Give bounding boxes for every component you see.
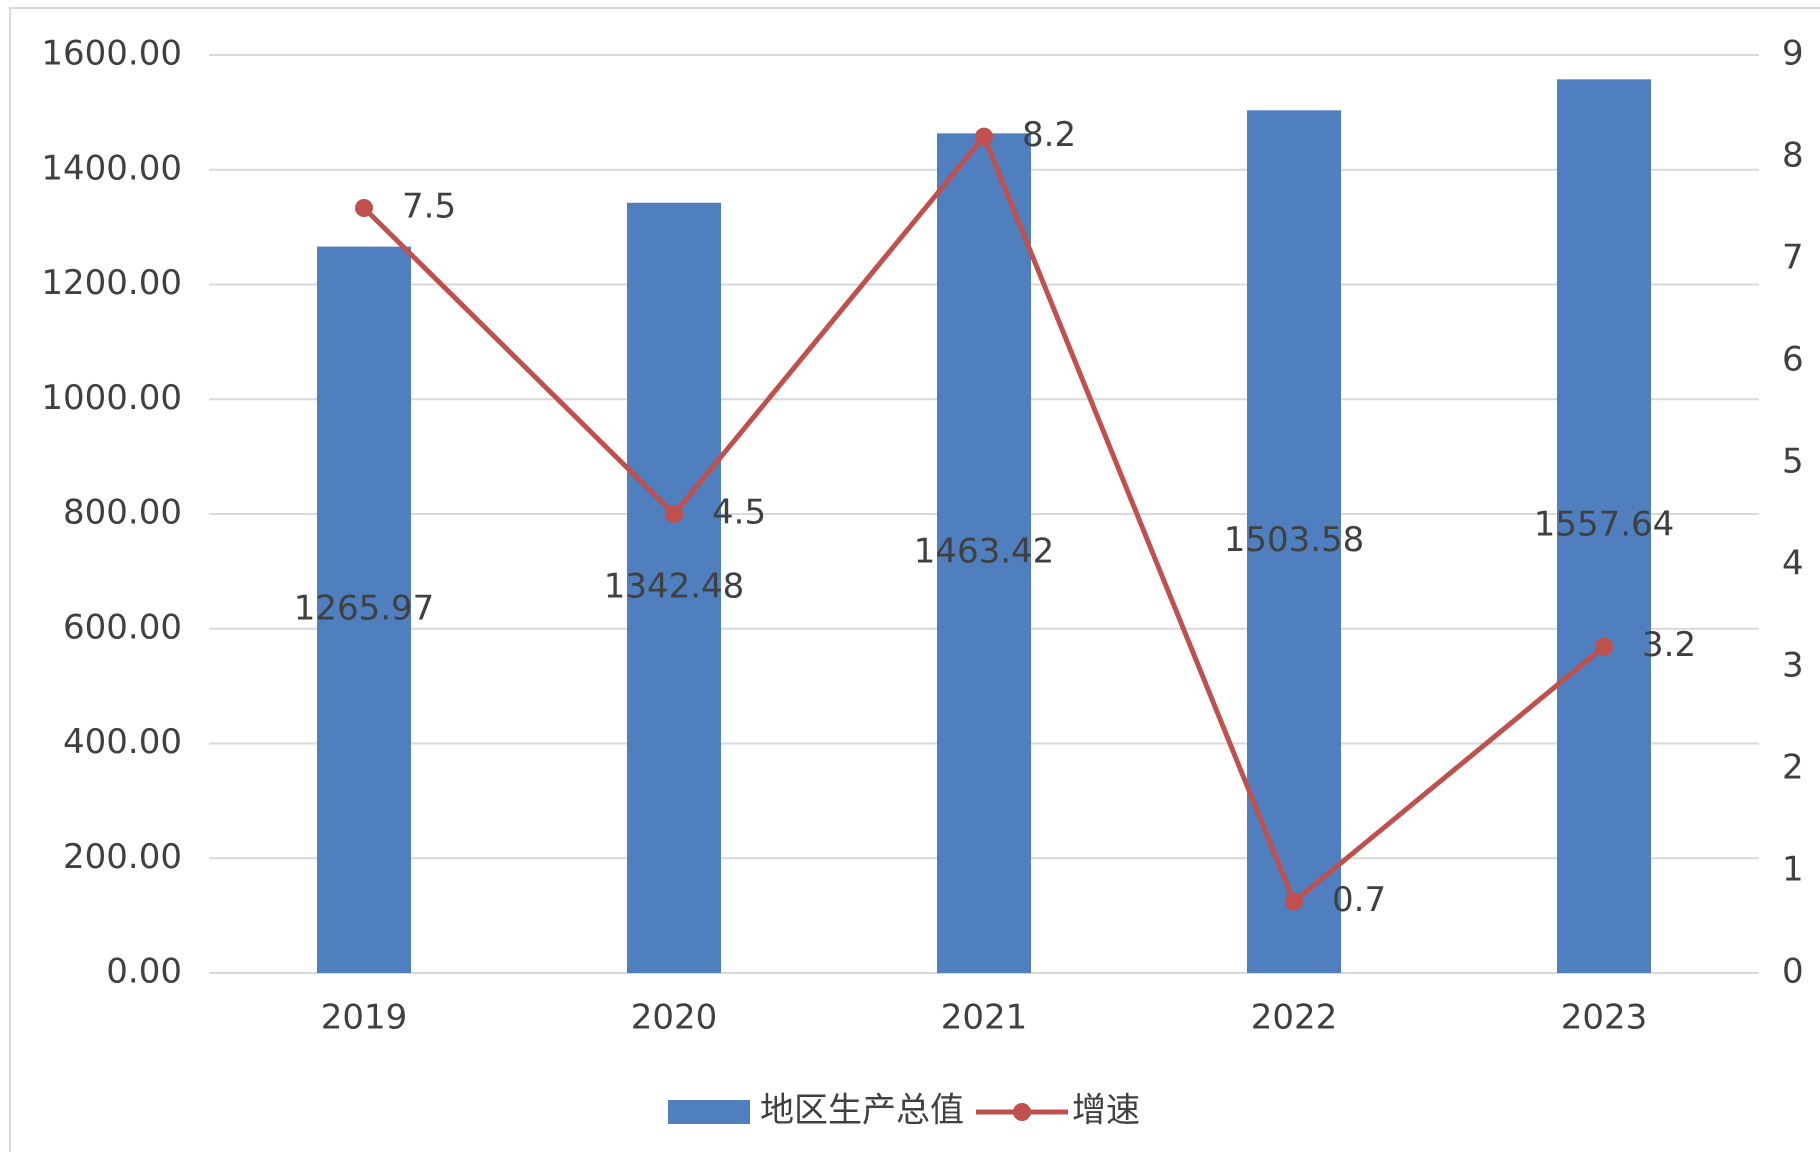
line-value-label: 7.5 [402,187,456,227]
legend: 地区生产总值 增速 [668,1091,1140,1131]
line-marker [975,127,993,146]
bar [937,133,1031,973]
y2-tick-label: 0 [1782,952,1804,992]
y2-tick-label: 1 [1782,850,1804,890]
frame [9,7,1820,1152]
y2-tick-label: 3 [1782,646,1804,686]
line-marker [1285,892,1303,911]
y2-tick-label: 6 [1782,340,1804,380]
line-value-label: 0.7 [1332,880,1386,920]
line-marker [355,199,373,217]
bar [317,246,411,973]
bar [1557,79,1651,973]
legend-label: 地区生产总值 [760,1091,964,1131]
y-tick-label: 600.00 [63,607,182,647]
y2-tick-label: 7 [1782,238,1804,278]
bar-value-label: 1463.42 [914,532,1055,572]
x-tick-label: 2019 [321,998,408,1038]
line-value-label: 8.2 [1022,115,1076,155]
bar-value-label: 1265.97 [294,588,435,628]
y-tick-label: 1000.00 [41,378,182,418]
y-tick-label: 0.00 [106,952,182,992]
bar-value-label: 1557.64 [1534,505,1675,545]
y2-tick-label: 9 [1782,34,1804,74]
line-marker [1595,637,1613,656]
x-tick-label: 2020 [631,998,718,1038]
y-tick-label: 1400.00 [41,148,182,188]
y2-tick-label: 5 [1782,442,1804,482]
bar-value-label: 1342.48 [604,566,745,606]
line-value-label: 4.5 [712,493,766,533]
y2-tick-label: 8 [1782,136,1804,176]
x-tick-label: 2021 [941,998,1028,1038]
y-tick-label: 1200.00 [41,263,182,303]
line-marker [665,505,683,523]
y-tick-label: 1600.00 [41,34,182,74]
legend-marker [1013,1103,1031,1121]
legend-swatch [668,1100,750,1124]
y2-tick-label: 2 [1782,748,1804,788]
y-tick-label: 200.00 [63,837,182,877]
x-tick-label: 2023 [1561,998,1648,1038]
y2-tick-label: 4 [1782,544,1804,584]
x-tick-label: 2022 [1251,998,1338,1038]
line-value-label: 3.2 [1642,625,1696,665]
bar-value-label: 1503.58 [1224,520,1365,560]
y-tick-label: 800.00 [63,493,182,533]
bar [627,202,721,974]
legend-label: 增速 [1072,1091,1140,1131]
y-tick-label: 400.00 [63,722,182,762]
